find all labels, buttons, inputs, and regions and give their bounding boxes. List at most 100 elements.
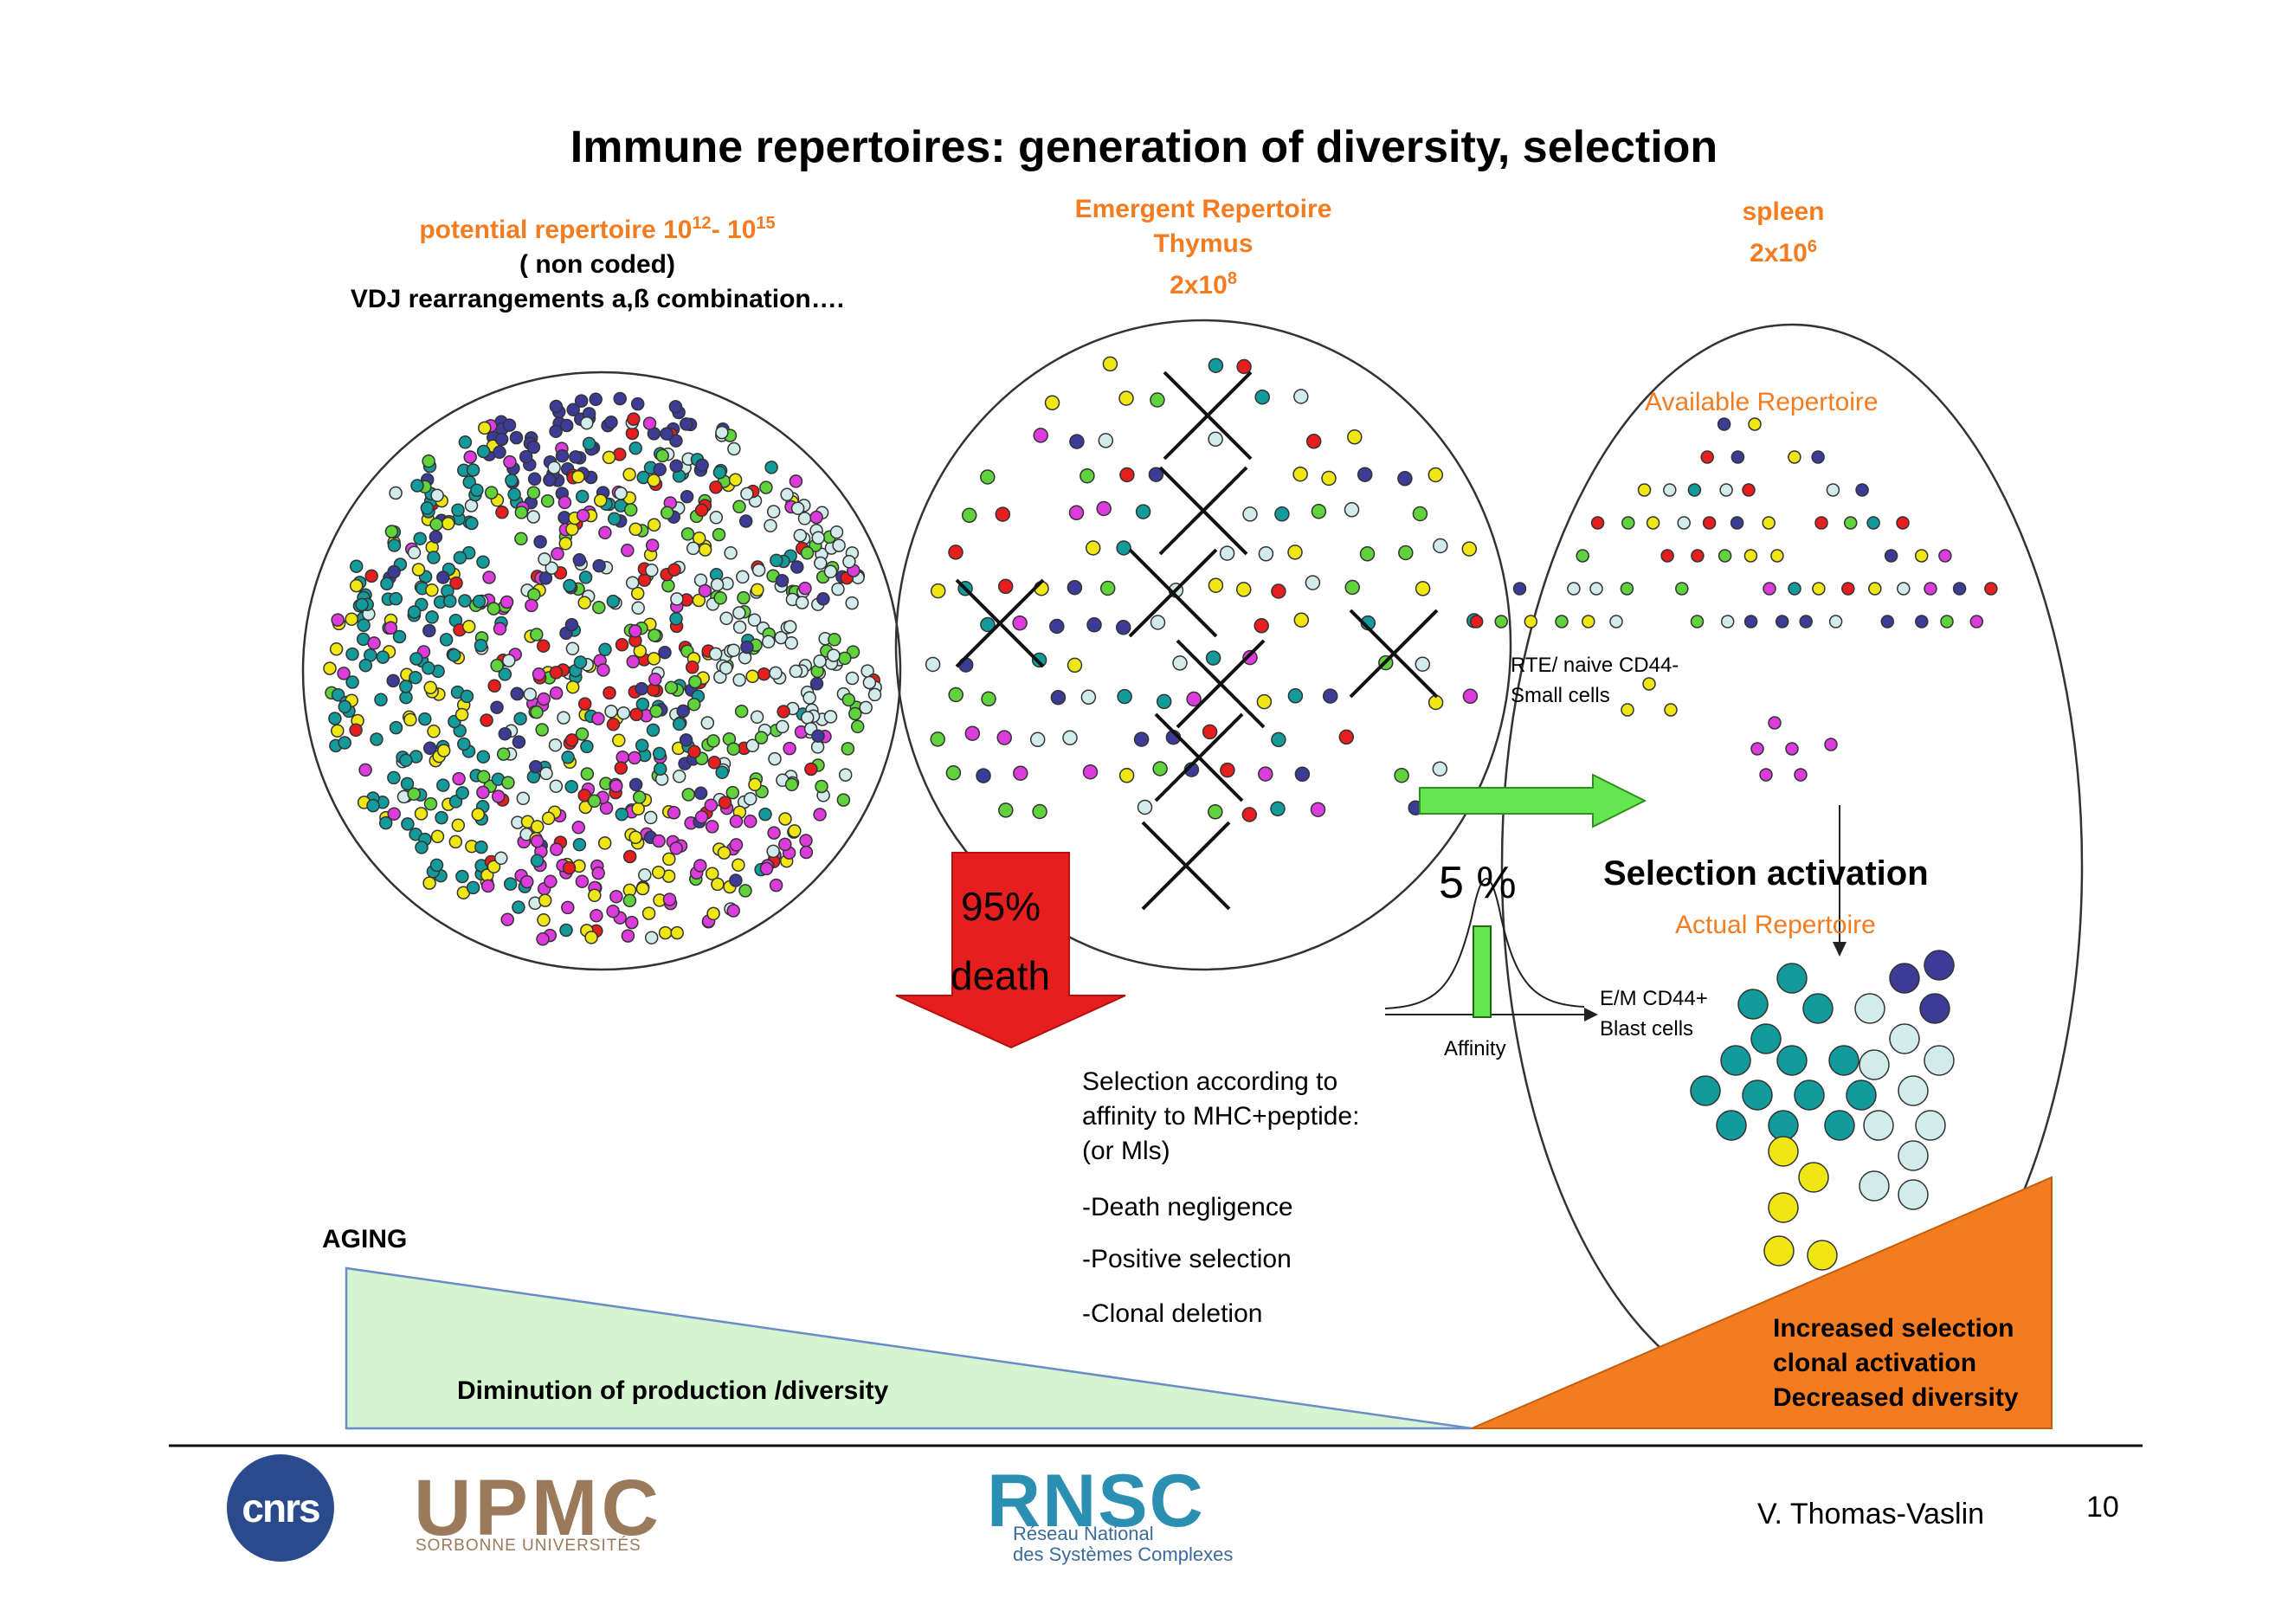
- repertoire-dot: [848, 706, 862, 721]
- thymocyte-dot: [1274, 506, 1290, 522]
- naive-cell-dot: [1812, 582, 1826, 596]
- repertoire-dot: [487, 679, 501, 693]
- repertoire-dot: [463, 450, 477, 464]
- repertoire-dot: [451, 503, 465, 517]
- repertoire-dot: [549, 779, 564, 793]
- diminution-label: Diminution of production /diversity: [457, 1376, 889, 1405]
- repertoire-dot: [550, 842, 564, 856]
- repertoire-dot: [712, 527, 726, 542]
- thymocyte-dot: [1293, 389, 1309, 404]
- thymocyte-dot: [1398, 545, 1414, 561]
- repertoire-dot: [658, 645, 672, 660]
- repertoire-dot: [466, 463, 480, 477]
- repertoire-dot: [571, 469, 585, 484]
- naive-cell-dot: [1915, 615, 1929, 628]
- repertoire-dot: [709, 480, 723, 494]
- affinity-distribution: [1384, 878, 1598, 1021]
- repertoire-dot: [628, 522, 642, 537]
- repertoire-dot: [476, 750, 491, 764]
- affinity-label: Affinity: [1444, 1037, 1506, 1060]
- repertoire-dot: [707, 756, 722, 770]
- repertoire-dot: [670, 592, 684, 606]
- thymocyte-dot: [1242, 506, 1258, 522]
- repertoire-dot: [449, 576, 463, 590]
- repertoire-dot: [549, 666, 564, 680]
- repertoire-dot: [484, 486, 499, 499]
- repertoire-dot: [472, 595, 487, 609]
- repertoire-dot: [443, 594, 457, 609]
- repertoire-dot: [827, 648, 841, 662]
- repertoire-dot: [862, 675, 877, 690]
- repertoire-dot: [480, 713, 493, 727]
- repertoire-dot: [698, 583, 712, 598]
- repertoire-dot: [660, 506, 674, 520]
- repertoire-dot: [338, 699, 352, 714]
- repertoire-dot: [799, 834, 813, 847]
- repertoire-dot: [384, 525, 399, 538]
- thymocyte-dot: [1258, 766, 1273, 782]
- repertoire-dot: [478, 421, 492, 435]
- repertoire-dot: [751, 583, 764, 597]
- repertoire-dot: [415, 841, 429, 854]
- emergent-line3: 2x10: [1170, 271, 1228, 300]
- thymocyte-dot: [1067, 657, 1083, 673]
- repertoire-dot: [626, 654, 641, 669]
- repertoire-dot: [580, 416, 594, 430]
- spleen-exp: 6: [1807, 237, 1817, 256]
- increased-line3: Decreased diversity: [1773, 1383, 2019, 1412]
- upmc-subtitle: SORBONNE UNIVERSITÉS: [416, 1537, 641, 1555]
- repertoire-dot: [804, 762, 818, 777]
- repertoire-dot: [538, 552, 551, 566]
- potential-vdj: VDJ rearrangements a,ß combination….: [350, 285, 845, 313]
- repertoire-dot: [694, 503, 709, 518]
- thymocyte-dot: [1099, 580, 1116, 596]
- repertoire-dot: [719, 611, 733, 626]
- repertoire-dot: [694, 810, 709, 824]
- repertoire-dot: [577, 697, 592, 711]
- thymocyte-dot: [1172, 655, 1188, 671]
- repertoire-dot: [745, 669, 759, 684]
- available-repertoire-label: Available Repertoire: [1645, 388, 1879, 416]
- repertoire-dot: [814, 556, 828, 570]
- repertoire-dot: [596, 663, 610, 677]
- thymocyte-dot: [1137, 799, 1153, 815]
- repertoire-dot: [668, 400, 683, 414]
- repertoire-dot: [736, 570, 750, 584]
- naive-cell-dot: [1700, 450, 1714, 464]
- repertoire-dot: [383, 621, 398, 635]
- repertoire-dot: [574, 394, 589, 408]
- repertoire-dot: [653, 462, 667, 477]
- repertoire-dot: [651, 865, 666, 880]
- thymocyte-dot: [1462, 688, 1479, 705]
- rte-label-1: RTE/ naive CD44-: [1511, 654, 1679, 677]
- repertoire-dot: [672, 717, 686, 731]
- naive-cell-dot: [1555, 615, 1569, 628]
- slide-title: Immune repertoires: generation of divers…: [570, 122, 1718, 172]
- repertoire-dot: [627, 412, 641, 426]
- repertoire-dot: [643, 810, 658, 825]
- repertoire-dot: [743, 792, 757, 806]
- repertoire-dot: [509, 430, 524, 445]
- repertoire-dot: [530, 705, 544, 719]
- activated-cell-dot: [1824, 1110, 1855, 1141]
- activated-cell-dot: [1690, 1075, 1721, 1106]
- repertoire-dot: [544, 874, 557, 889]
- naive-cell-dot: [1702, 516, 1717, 530]
- thymus-ellipse: [894, 319, 1512, 971]
- naive-cell-dot: [1897, 582, 1911, 596]
- repertoire-dot: [642, 416, 657, 430]
- repertoire-dot: [569, 450, 583, 464]
- repertoire-dot: [387, 564, 401, 579]
- thymocyte-dot: [1258, 546, 1274, 562]
- repertoire-dot: [592, 600, 606, 615]
- repertoire-dot: [474, 638, 488, 653]
- repertoire-dot: [411, 563, 426, 577]
- activated-cell-dot: [1859, 1170, 1890, 1202]
- activated-cell-dot: [1716, 1110, 1747, 1141]
- repertoire-dot: [476, 785, 490, 800]
- selection-item-death-negligence: -Death negligence: [1082, 1193, 1293, 1221]
- repertoire-dot: [660, 427, 674, 441]
- selection-item-clonal-deletion: -Clonal deletion: [1082, 1299, 1263, 1328]
- repertoire-dot: [667, 806, 681, 820]
- repertoire-dot: [461, 620, 476, 634]
